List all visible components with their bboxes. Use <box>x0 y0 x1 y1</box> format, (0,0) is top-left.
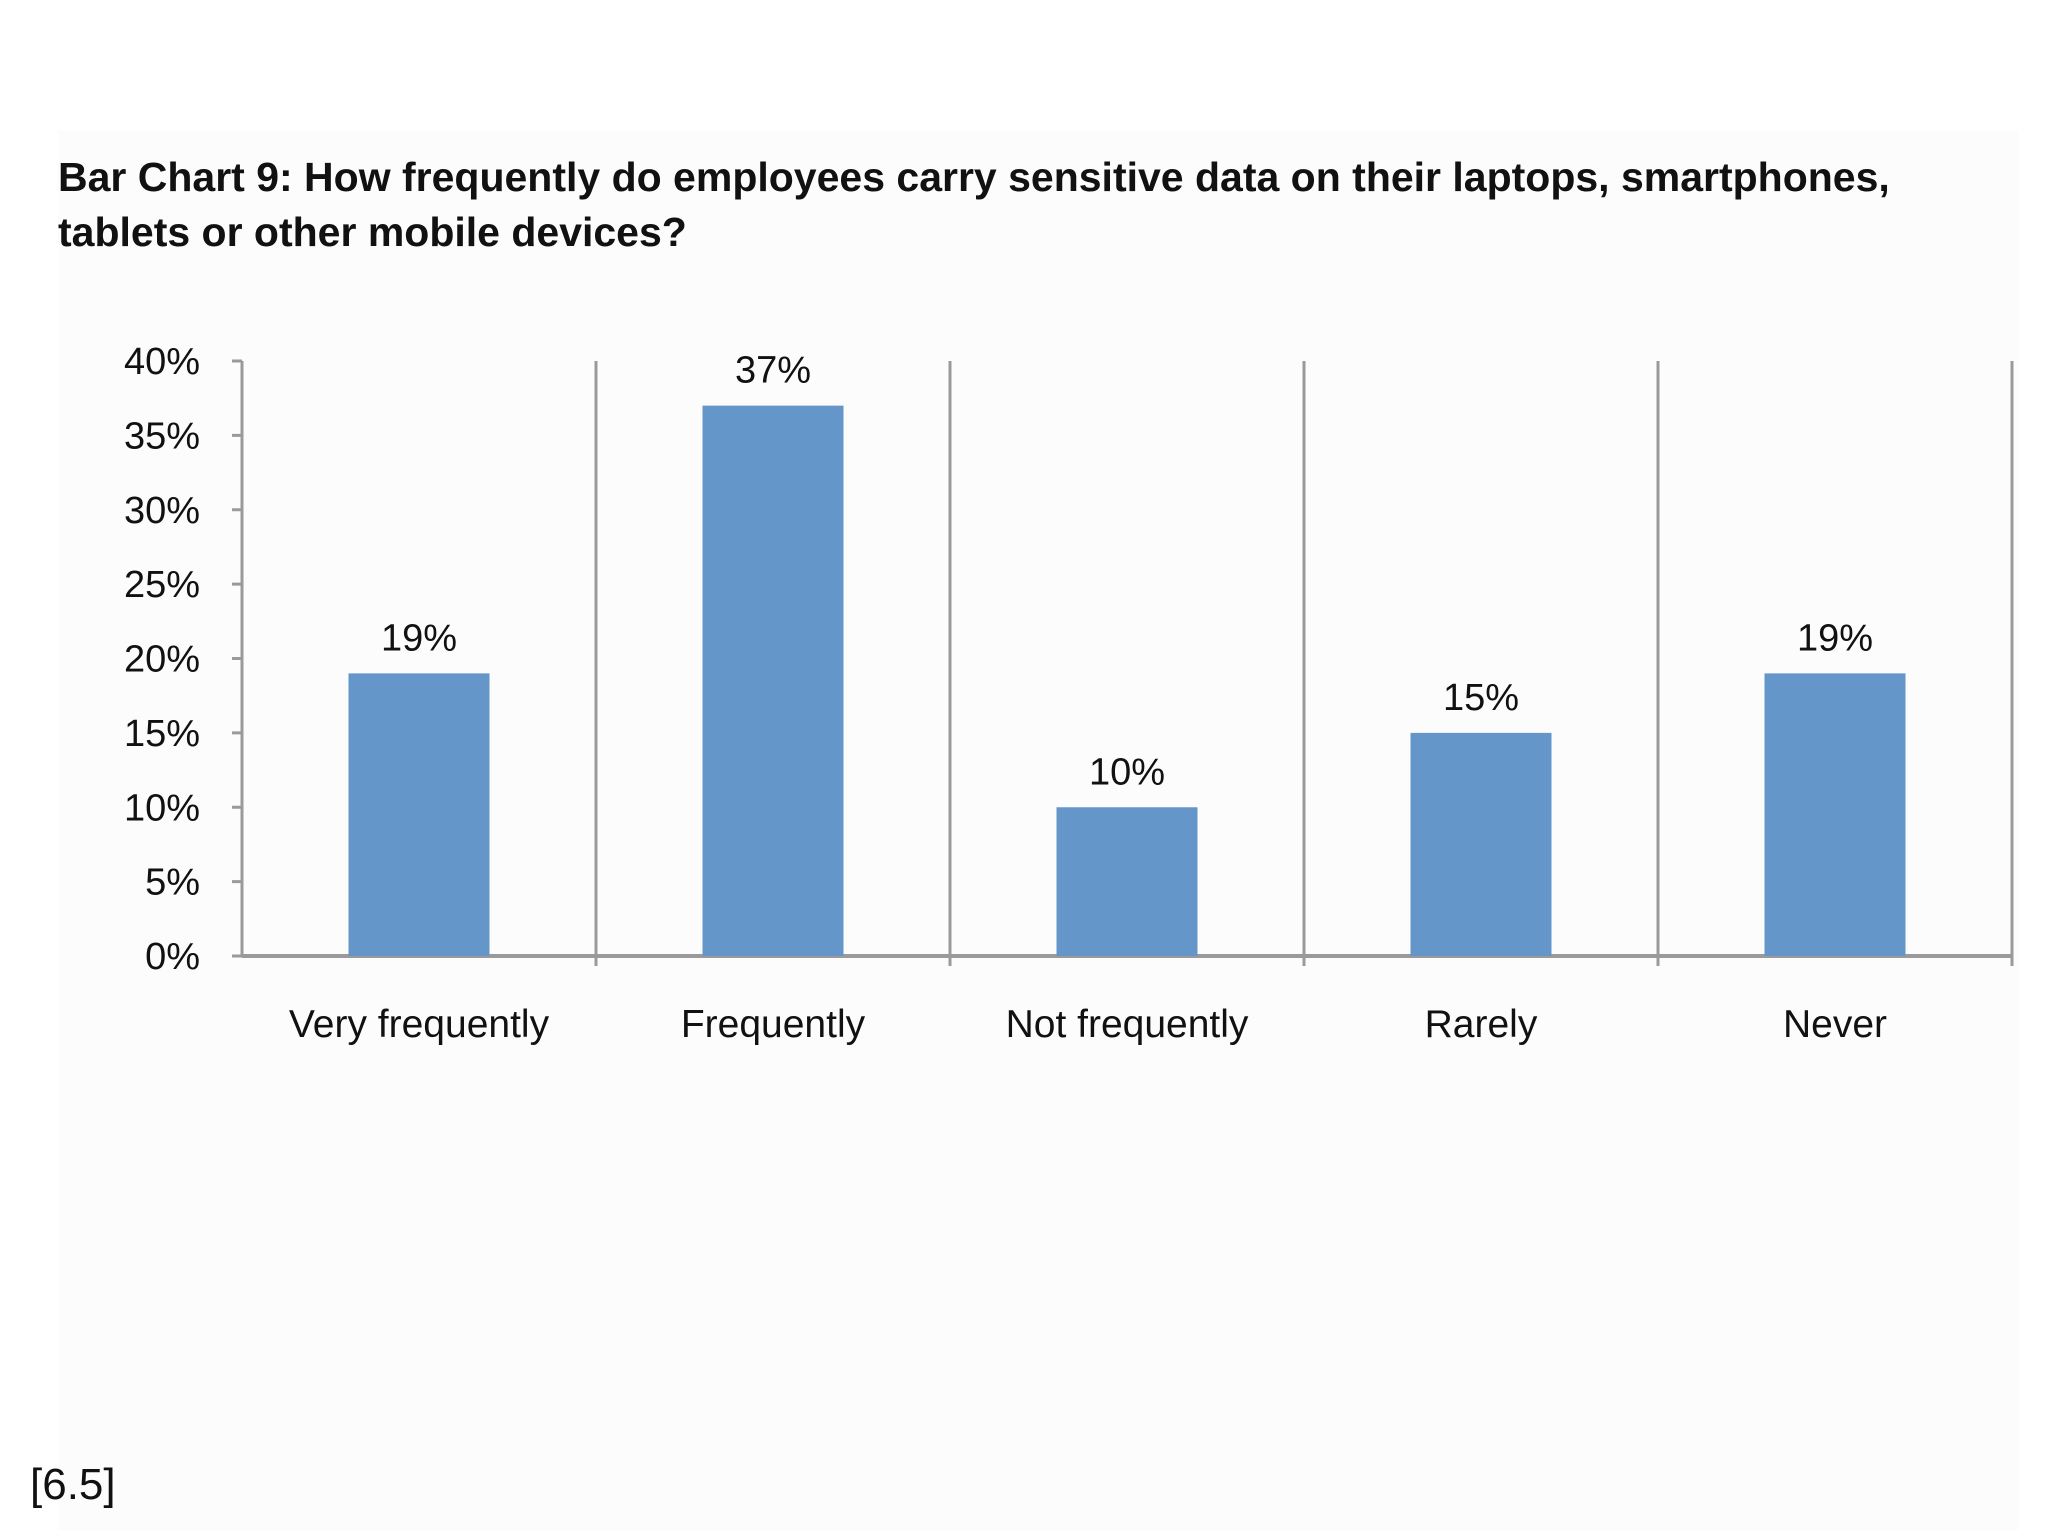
x-tick-label: Rarely <box>1425 1003 1538 1046</box>
y-tick-label: 10% <box>124 787 200 829</box>
chart-labels: 19% Very frequently 37% Frequently 10% Not fr… <box>289 350 1887 1046</box>
y-tick-label: 5% <box>145 862 200 904</box>
bar <box>348 673 490 956</box>
bar <box>1764 673 1906 956</box>
y-tick-label: 25% <box>124 564 200 606</box>
y-tick-label: 40% <box>124 341 200 383</box>
chart-title: Bar Chart 9: How frequently do employees… <box>58 154 1890 255</box>
y-tick-label: 35% <box>124 415 200 457</box>
chart-axes: 0% 5% 10% 15% 20% 25% 30% 35% 40% <box>124 341 2014 978</box>
data-label: 37% <box>735 350 811 392</box>
bar <box>1410 732 1552 956</box>
x-tick-label: Frequently <box>681 1003 866 1046</box>
data-label: 19% <box>1797 617 1873 659</box>
y-tick-label: 15% <box>124 713 200 755</box>
x-tick-label: Not frequently <box>1006 1003 1249 1046</box>
x-tick-label: Never <box>1783 1003 1887 1046</box>
y-tick-label: 0% <box>145 936 200 978</box>
y-tick-label: 30% <box>124 490 200 532</box>
data-label: 15% <box>1443 677 1519 719</box>
data-label: 10% <box>1089 751 1165 793</box>
chart-bars <box>348 405 1906 956</box>
x-tick-label: Very frequently <box>289 1003 550 1046</box>
bar <box>702 405 844 956</box>
y-tick-label: 20% <box>124 639 200 681</box>
data-label: 19% <box>381 617 457 659</box>
slide-footnote: [6.5] <box>30 1460 116 1509</box>
bar <box>1056 807 1198 956</box>
